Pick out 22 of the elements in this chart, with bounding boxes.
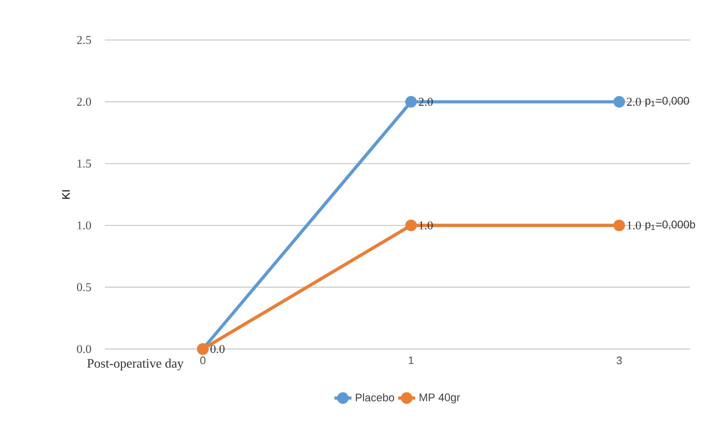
legend-label: MP 40gr	[420, 394, 460, 404]
point	[613, 220, 626, 232]
y-tick-label: 1.5	[78, 160, 92, 168]
point	[613, 96, 626, 108]
y-axis-title: KI	[62, 190, 70, 199]
legend-label: Placebo	[356, 393, 394, 402]
x-tick-label: 1	[408, 356, 414, 364]
data-label: 0.0	[210, 344, 225, 354]
x-tick-label: 3	[616, 356, 622, 364]
y-tick-label: 0.0	[76, 344, 92, 354]
x-tick-label: 0	[200, 356, 206, 364]
y-tick-label: 0.5	[76, 283, 92, 292]
point	[405, 96, 417, 108]
data-label: 2.0	[626, 98, 641, 106]
data-label: 1.0	[627, 221, 641, 230]
y-tick-label: 2.0	[77, 98, 92, 106]
x-axis-title: Post-operative day	[87, 358, 184, 370]
annotation: p$_{1}$=0,000	[645, 96, 690, 107]
annotation: p$_{1}$=0,000b	[645, 220, 696, 230]
y-tick-label: 1.0	[78, 221, 92, 230]
point	[405, 220, 417, 232]
y-tick-label: 2.5	[77, 36, 92, 44]
